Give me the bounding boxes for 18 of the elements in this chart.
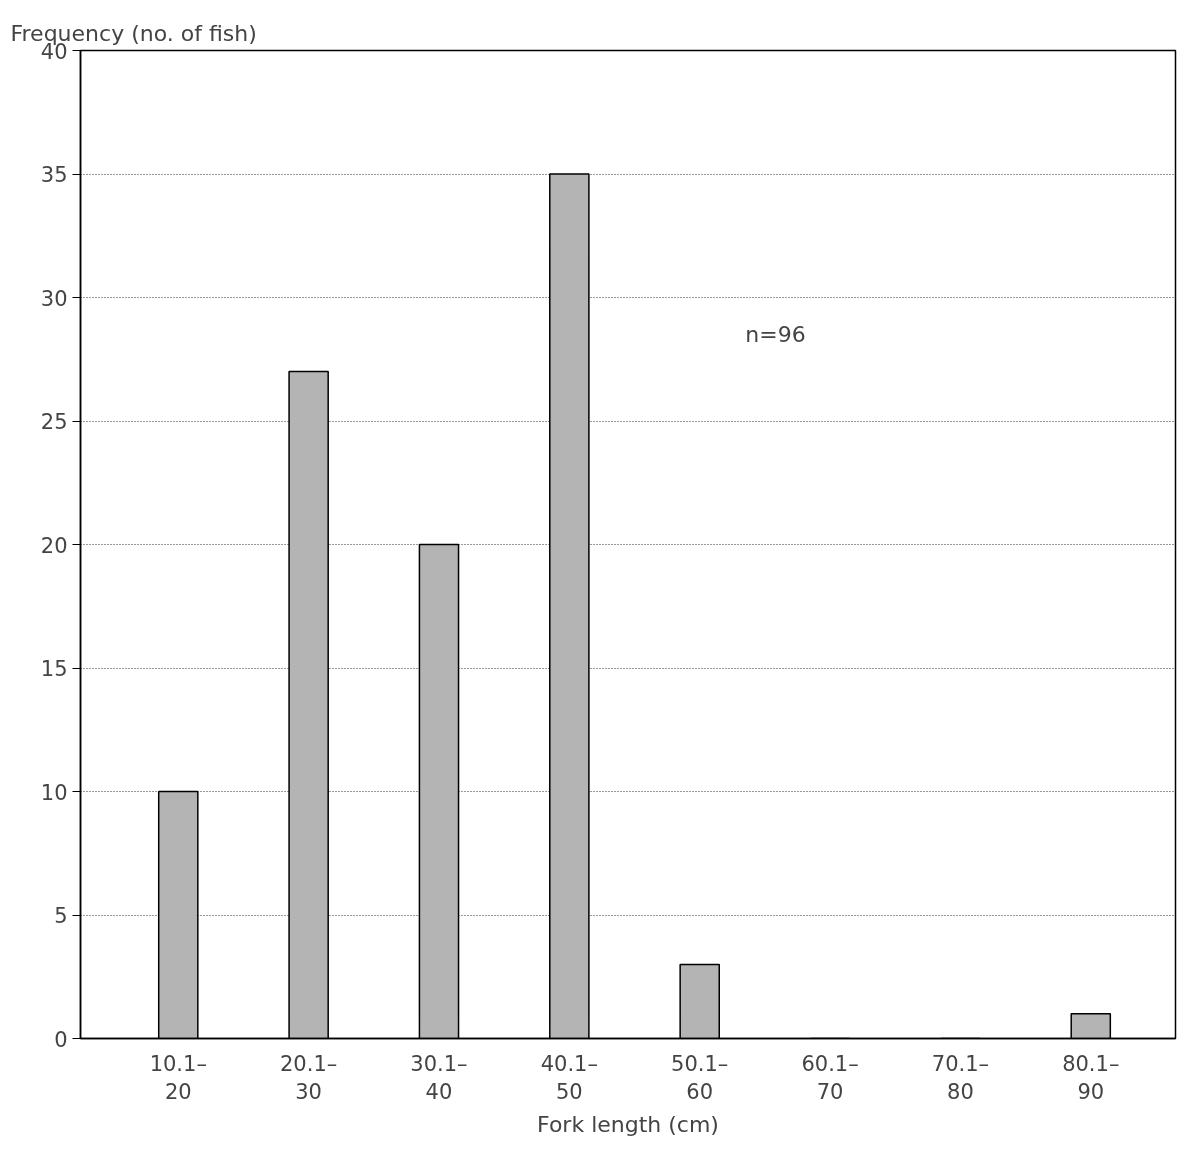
- y-tick-label: 25: [40, 410, 68, 434]
- x-tick-label: 20.1– 30: [280, 1051, 338, 1105]
- annotation: n=96: [745, 321, 806, 347]
- x-tick-label: 50.1– 60: [671, 1051, 729, 1105]
- x-tick-label: 30.1– 40: [410, 1051, 468, 1105]
- y-tick-label: 10: [40, 780, 68, 805]
- y-tick-label: 20: [40, 533, 68, 558]
- y-tick-label: 30: [40, 286, 68, 311]
- x-tick-label: 70.1– 80: [931, 1051, 990, 1105]
- x-tick-label: 80.1– 90: [1062, 1051, 1120, 1105]
- y-tick-label: 0: [54, 1027, 68, 1052]
- x-tick-label: 40.1– 50: [540, 1051, 598, 1105]
- y-tick-label: 5: [54, 904, 68, 928]
- x-tick-label: 60.1– 70: [801, 1051, 859, 1105]
- x-tick-label: 10.1– 20: [149, 1051, 207, 1105]
- y-tick-label: 15: [40, 657, 68, 681]
- y-tick-label: 35: [40, 163, 68, 187]
- x-axis-title: Fork length (cm): [537, 1112, 719, 1138]
